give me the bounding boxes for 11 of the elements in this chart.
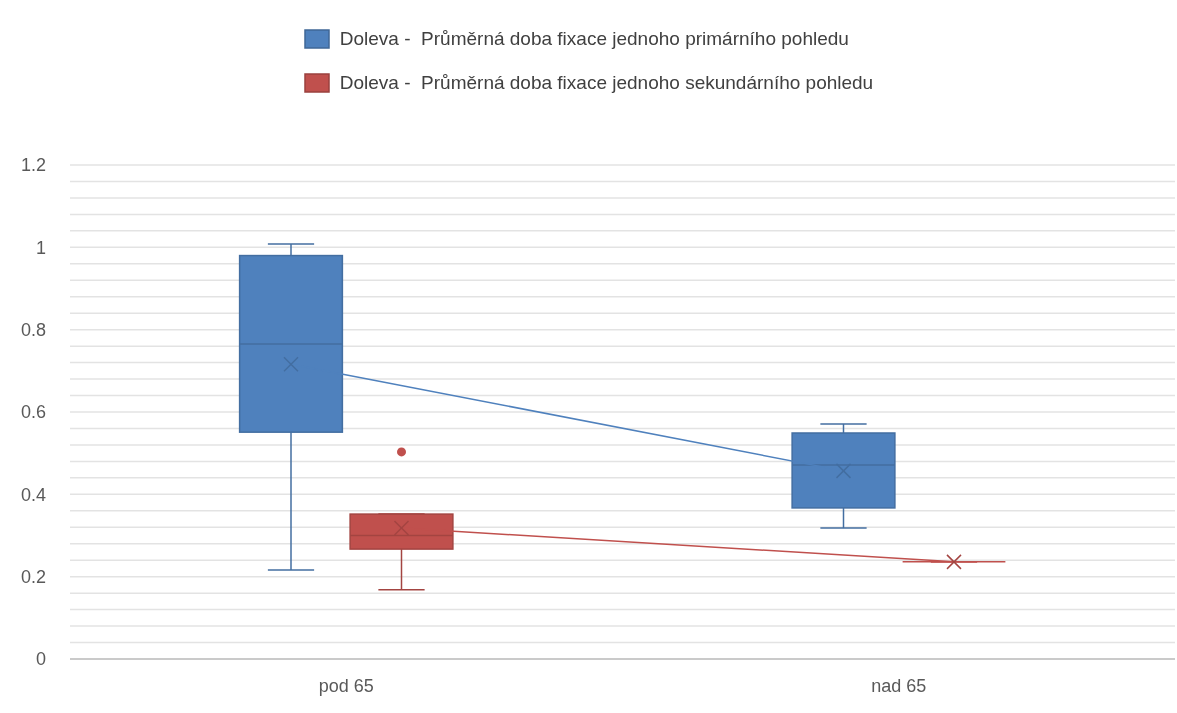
legend-label: Doleva - Průměrná doba fixace jednoho sekundárního pohledu <box>339 72 874 94</box>
y-tick-label: 0.8 <box>20 320 46 341</box>
y-tick-label: 0 <box>35 649 46 670</box>
y-tick-label: 0.6 <box>20 402 46 423</box>
x-tick-label: pod 65 <box>318 675 374 696</box>
y-tick-label: 0.2 <box>20 567 46 588</box>
legend-label: Doleva - Průměrná doba fixace jednoho primárního pohledu <box>339 28 849 50</box>
y-tick-label: 1.2 <box>20 155 46 176</box>
y-tick-label: 1 <box>35 237 46 258</box>
y-tick-label: 0.4 <box>20 484 46 505</box>
x-tick-label: nad 65 <box>871 675 927 696</box>
